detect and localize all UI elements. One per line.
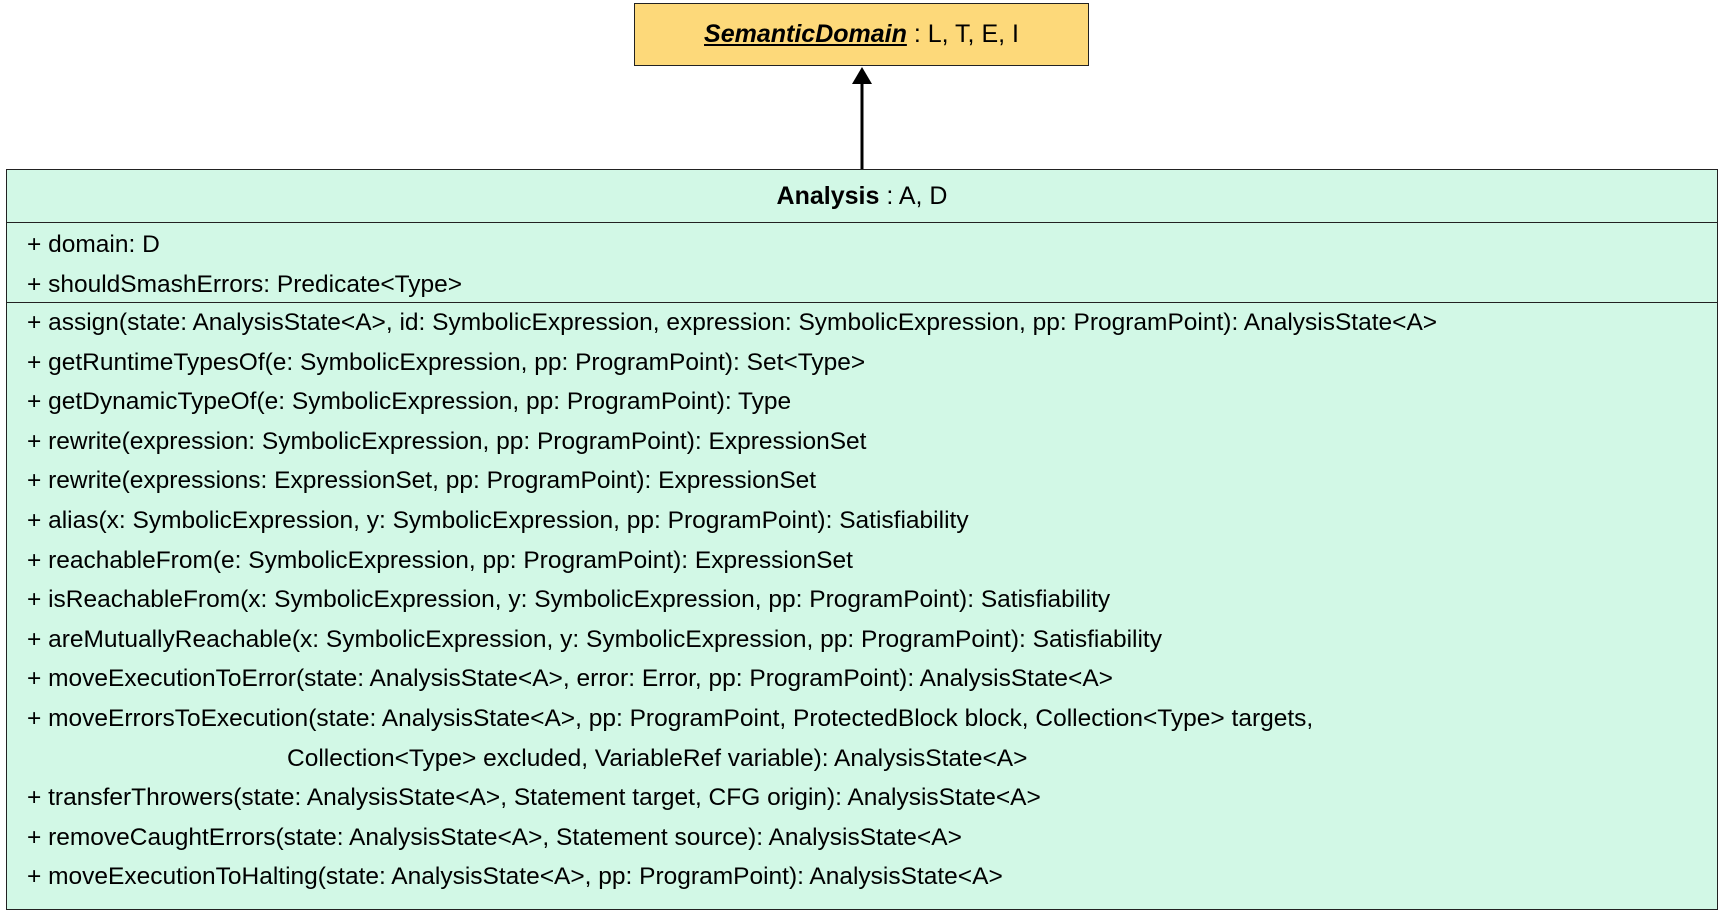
class-header: Analysis : A, D (7, 170, 1717, 223)
method: + moveExecutionToError(state: AnalysisSt… (27, 665, 1113, 693)
attribute: + domain: D (27, 231, 160, 258)
class-params: : A, D (879, 181, 948, 210)
method: + removeCaughtErrors(state: AnalysisStat… (27, 823, 962, 851)
analysis-class: Analysis : A, D + domain: D + shouldSmas… (6, 169, 1718, 910)
method: + reachableFrom(e: SymbolicExpression, p… (27, 546, 853, 574)
semantic-domain-class: SemanticDomain : L, T, E, I (634, 3, 1089, 66)
method: + areMutuallyReachable(x: SymbolicExpres… (27, 625, 1162, 653)
method: + rewrite(expression: SymbolicExpression… (27, 427, 867, 455)
class-name: Analysis (776, 181, 880, 210)
attribute: + shouldSmashErrors: Predicate<Type> (27, 270, 463, 298)
method: + moveExecutionToHalting(state: Analysis… (27, 863, 1003, 891)
method: + alias(x: SymbolicExpression, y: Symbol… (27, 506, 969, 534)
parent-class-name: SemanticDomain (704, 20, 907, 48)
parent-class-params: : L, T, E, I (906, 20, 1019, 48)
arrowhead-icon (852, 67, 872, 84)
method: + getDynamicTypeOf(e: SymbolicExpression… (27, 388, 792, 416)
methods-section: + assign(state: AnalysisState<A>, id: Sy… (7, 303, 1717, 897)
method-continuation: Collection<Type> excluded, VariableRef v… (287, 744, 1028, 772)
attributes-section: + domain: D + shouldSmashErrors: Predica… (7, 223, 1717, 303)
method: + assign(state: AnalysisState<A>, id: Sy… (27, 309, 1438, 336)
method: + isReachableFrom(x: SymbolicExpression,… (27, 586, 1111, 614)
method: + getRuntimeTypesOf(e: SymbolicExpressio… (27, 348, 866, 376)
method: + moveErrorsToExecution(state: AnalysisS… (27, 704, 1314, 732)
method: + transferThrowers(state: AnalysisState<… (27, 784, 1041, 812)
method: + rewrite(expressions: ExpressionSet, pp… (27, 467, 817, 495)
